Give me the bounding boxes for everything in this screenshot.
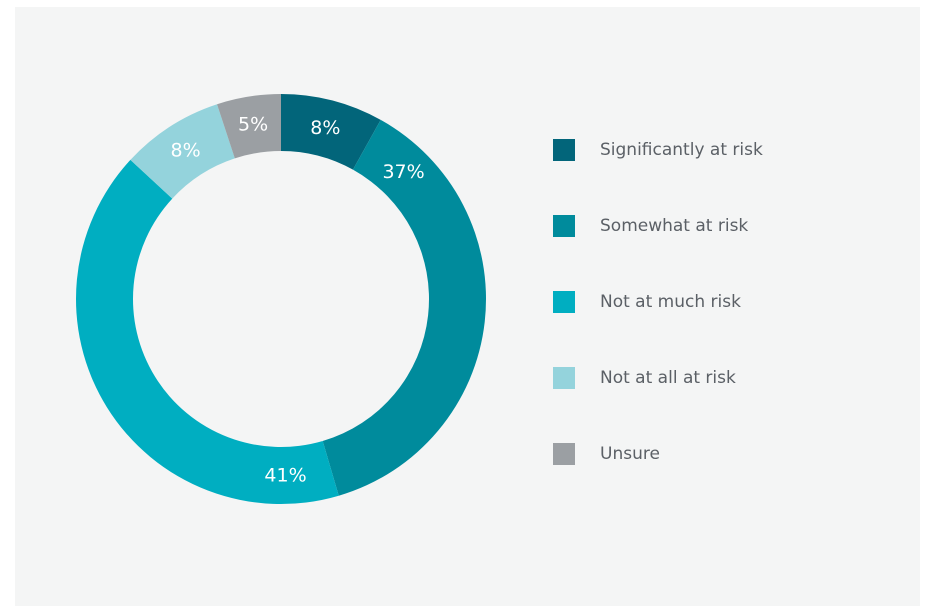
legend-swatch	[553, 367, 575, 389]
legend-label: Somewhat at risk	[600, 216, 749, 236]
donut-slice-1	[322, 119, 486, 496]
legend-label: Not at all at risk	[600, 368, 736, 388]
legend-swatch	[553, 139, 575, 161]
legend-label: Significantly at risk	[600, 140, 763, 160]
legend-swatch	[553, 291, 575, 313]
legend-item-significantly-at-risk: Significantly at risk	[553, 139, 763, 161]
donut-slice-0	[281, 94, 381, 170]
slice-data-label: 8%	[310, 117, 340, 139]
donut-slice-4	[217, 94, 281, 159]
legend-label: Unsure	[600, 444, 660, 464]
legend-item-not-at-much-risk: Not at much risk	[553, 291, 741, 313]
legend-label: Not at much risk	[600, 292, 741, 312]
legend-swatch	[553, 215, 575, 237]
legend-swatch	[553, 443, 575, 465]
legend-item-unsure: Unsure	[553, 443, 660, 465]
slice-data-label: 5%	[238, 114, 268, 136]
slice-data-label: 37%	[382, 161, 424, 183]
donut-slice-2	[76, 159, 339, 504]
legend-item-somewhat-at-risk: Somewhat at risk	[553, 215, 748, 237]
slice-data-label: 8%	[170, 140, 200, 162]
slice-data-label: 41%	[264, 464, 306, 486]
donut-slice-3	[130, 104, 235, 199]
legend-item-not-at-all-at-risk: Not at all at risk	[553, 367, 736, 389]
